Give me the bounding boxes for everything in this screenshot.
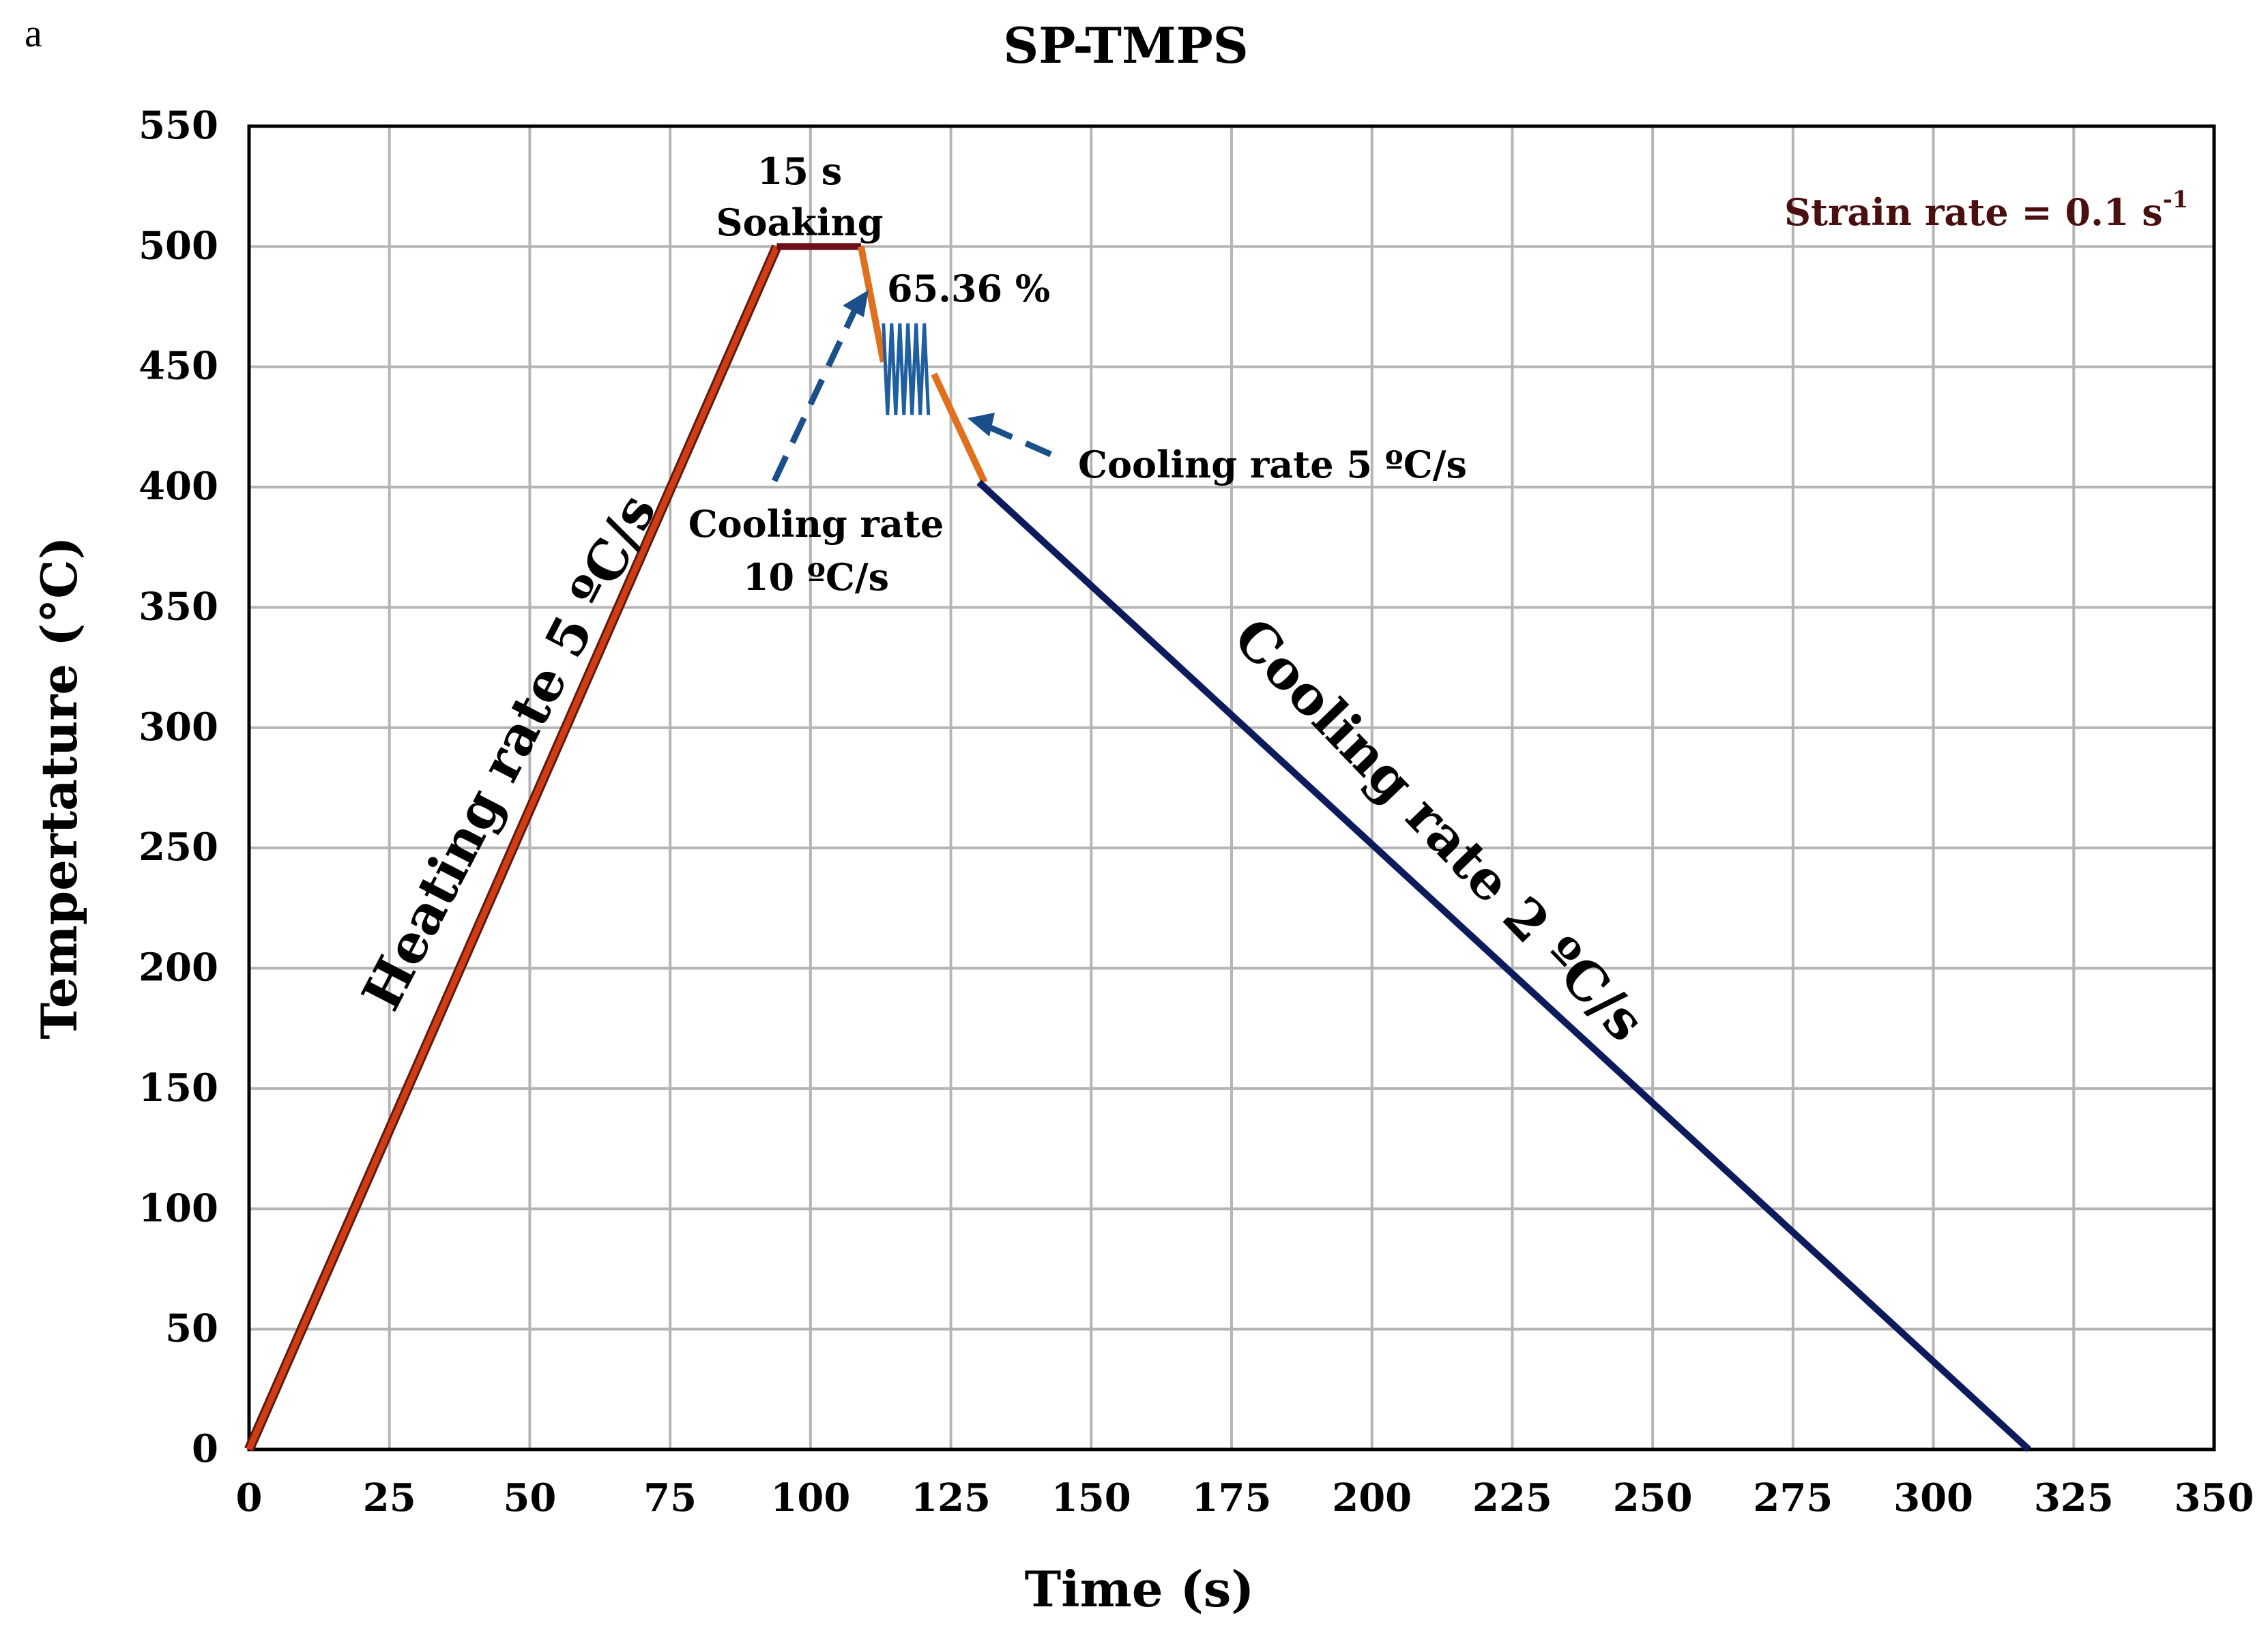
soaking-time-label: 15 s [757,149,842,193]
y-tick-label: 0 [192,1426,218,1471]
series-deformation [882,323,931,415]
x-tick-label: 25 [363,1475,416,1520]
cooling-5-label: Cooling rate 5 ºC/s [1078,443,1467,486]
series-heating [246,245,780,1451]
y-tick-label: 250 [139,825,218,870]
y-tick-label: 50 [165,1306,218,1351]
cooling-2-label: Cooling rate 2 ºC/s [1221,606,1656,1053]
x-tick-label: 175 [1192,1475,1272,1520]
strain-percent-label: 65.36 % [887,267,1050,310]
arrow-cooling-5 [985,422,1052,458]
y-tick-label: 350 [139,584,218,629]
series-cooling-5 [931,372,988,484]
x-axis-title: Time (s) [1025,1560,1255,1618]
x-tick-label: 250 [1613,1475,1693,1520]
y-tick-label: 450 [139,344,218,389]
series-cooling-10 [858,246,887,363]
y-axis-ticks: 0 50 100 150 200 250 300 350 400 450 500 550 [139,103,218,1471]
x-tick-label: 0 [236,1475,263,1520]
soaking-label: Soaking [716,201,884,244]
panel-label: a [25,11,42,55]
y-tick-label: 300 [139,705,218,750]
heating-rate-label: Heating rate 5 ºC/s [350,484,668,1020]
x-tick-label: 300 [1893,1475,1973,1520]
arrow-head-cooling-10 [843,290,869,317]
arrow-head-cooling-5 [968,413,995,437]
x-tick-label: 75 [643,1475,697,1520]
x-tick-label: 350 [2175,1475,2254,1520]
arrows [771,290,1052,482]
grid [249,126,2214,1449]
plot-frame [247,124,2216,1452]
x-tick-label: 150 [1051,1475,1131,1520]
x-tick-label: 225 [1472,1475,1552,1520]
series [244,243,2031,1452]
y-tick-label: 150 [139,1065,218,1110]
strain-rate-exponent: -1 [2163,186,2189,213]
x-tick-label: 275 [1753,1475,1833,1520]
arrow-cooling-10 [771,306,860,482]
chart-title: SP-TMPS [1003,16,1249,74]
y-tick-label: 500 [139,223,218,268]
series-cooling-2 [976,480,2031,1452]
x-tick-label: 100 [770,1475,850,1520]
x-tick-label: 125 [911,1475,991,1520]
y-tick-label: 100 [139,1185,218,1231]
x-axis-ticks: 0 25 50 75 100 125 150 175 200 225 250 275 300 325 350 [236,1475,2254,1520]
y-tick-label: 200 [139,945,218,990]
y-tick-label: 550 [139,103,218,148]
y-axis-title: Tempertature (°C) [30,536,88,1039]
x-tick-label: 325 [2034,1475,2114,1520]
y-tick-label: 400 [139,464,218,509]
x-tick-label: 50 [503,1475,556,1520]
x-tick-label: 200 [1332,1475,1412,1520]
cooling-10-label-line2: 10 ºC/s [743,555,889,599]
strain-rate-label: Strain rate = 0.1 s-1 [1784,186,2188,234]
strain-rate-main: Strain rate = 0.1 s [1784,190,2163,234]
cooling-10-label-line1: Cooling rate [688,502,944,546]
